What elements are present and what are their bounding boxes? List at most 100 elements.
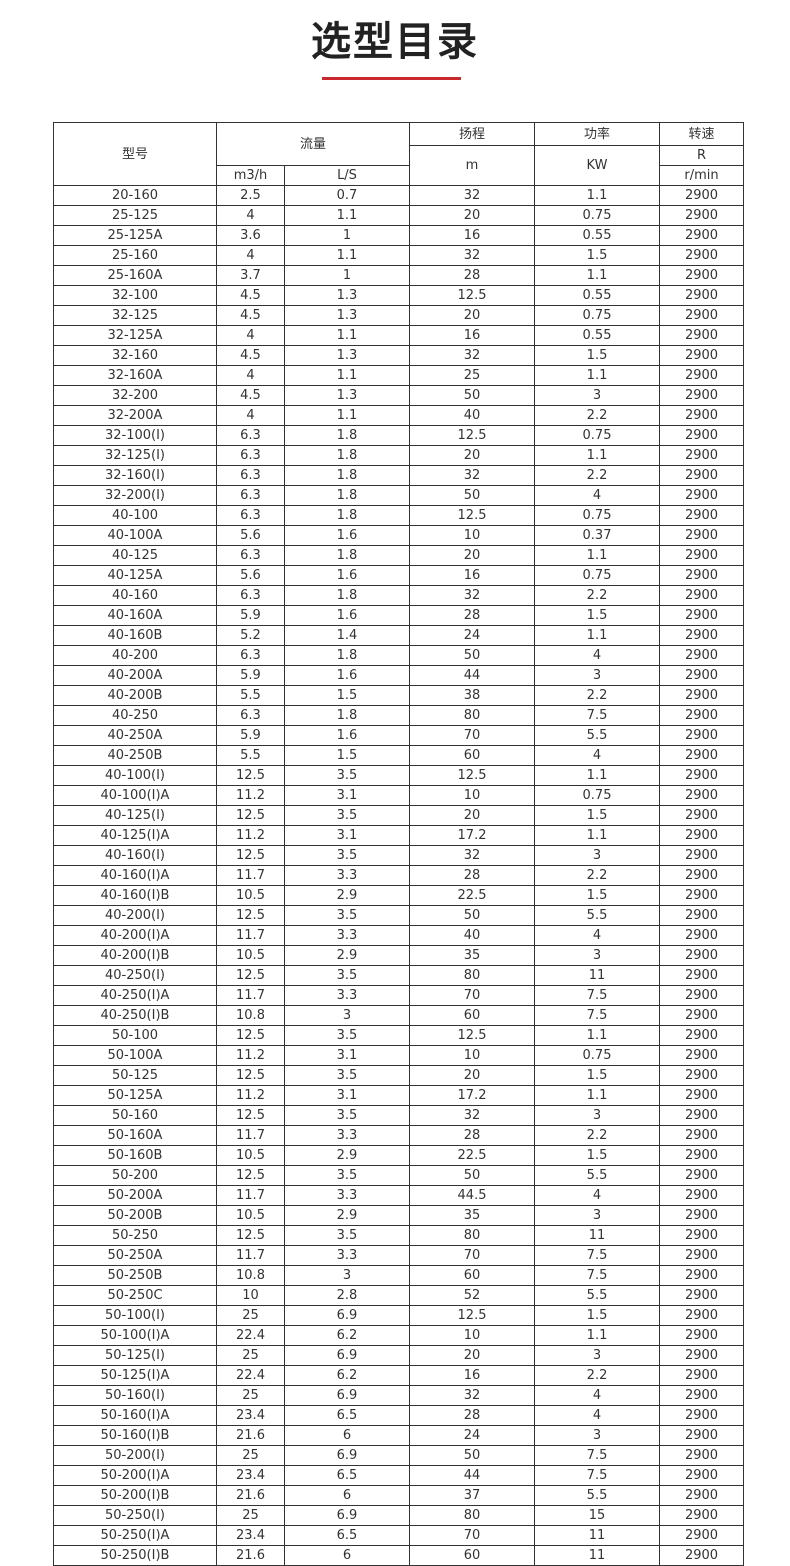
table-cell: 25-160A <box>53 265 217 286</box>
table-cell: 4 <box>216 405 285 426</box>
table-cell: 2900 <box>659 1525 745 1546</box>
table-cell: 12.5 <box>216 1165 285 1186</box>
table-cell: 1.5 <box>534 245 661 266</box>
table-cell: 2900 <box>659 545 745 566</box>
table-cell: 12.5 <box>216 1065 285 1086</box>
table-cell: 4 <box>534 745 661 766</box>
table-cell: 1.8 <box>283 585 411 606</box>
table-cell: 1.3 <box>283 385 411 406</box>
table-cell: 2900 <box>659 1545 745 1566</box>
table-cell: 1.5 <box>534 1305 661 1326</box>
table-cell: 2900 <box>659 265 745 286</box>
table-row: 50-100A 11.2 3.1 10 0.75 2900 <box>53 1045 745 1066</box>
table-row: 40-250B 5.5 1.5 60 4 2900 <box>53 745 745 766</box>
table-cell: 2900 <box>659 965 745 986</box>
table-cell: 2900 <box>659 1245 745 1266</box>
table-cell: 12.5 <box>216 765 285 786</box>
table-row: 50-250 12.5 3.5 80 11 2900 <box>53 1225 745 1246</box>
table-row: 50-160 12.5 3.5 32 3 2900 <box>53 1105 745 1126</box>
table-row: 50-250(I) 25 6.9 80 15 2900 <box>53 1505 745 1526</box>
table-cell: 37 <box>409 1485 536 1506</box>
table-cell: 16 <box>409 565 536 586</box>
table-cell: 10.5 <box>216 1205 285 1226</box>
table-cell: 25-125A <box>53 225 217 246</box>
table-cell: 1.5 <box>534 805 661 826</box>
table-cell: 0.75 <box>534 305 661 326</box>
table-cell: 12.5 <box>409 285 536 306</box>
table-cell: 3 <box>534 1105 661 1126</box>
table-row: 50-100(I)A 22.4 6.2 10 1.1 2900 <box>53 1325 745 1346</box>
table-cell: 2900 <box>659 705 745 726</box>
table-cell: 1 <box>283 225 411 246</box>
table-cell: 10.5 <box>216 945 285 966</box>
table-cell: 2900 <box>659 765 745 786</box>
table-cell: 50-160A <box>53 1125 217 1146</box>
table-cell: 40-160(I)B <box>53 885 217 906</box>
table-cell: 6.3 <box>216 465 285 486</box>
table-cell: 3 <box>283 1005 411 1026</box>
table-cell: 7.5 <box>534 1445 661 1466</box>
table-cell: 25 <box>409 365 536 386</box>
table-cell: 2900 <box>659 345 745 366</box>
table-cell: 20 <box>409 205 536 226</box>
table-cell: 1.1 <box>283 325 411 346</box>
table-cell: 50-250A <box>53 1245 217 1266</box>
table-cell: 50-250(I)A <box>53 1525 217 1546</box>
table-cell: 40-250(I)A <box>53 985 217 1006</box>
table-cell: 2.2 <box>534 1365 661 1386</box>
table-cell: 12.5 <box>216 1025 285 1046</box>
table-cell: 3.3 <box>283 1245 411 1266</box>
table-row: 40-200(I)A 11.7 3.3 40 4 2900 <box>53 925 745 946</box>
table-cell: 20 <box>409 1345 536 1366</box>
table-cell: 50-200A <box>53 1185 217 1206</box>
table-cell: 1.5 <box>534 1065 661 1086</box>
table-cell: 11.7 <box>216 925 285 946</box>
table-cell: 1.4 <box>283 625 411 646</box>
table-cell: 1.6 <box>283 725 411 746</box>
table-cell: 3.5 <box>283 765 411 786</box>
table-cell: 80 <box>409 965 536 986</box>
header-cell: 型号 <box>53 122 217 186</box>
table-row: 40-200(I) 12.5 3.5 50 5.5 2900 <box>53 905 745 926</box>
table-row: 40-100(I) 12.5 3.5 12.5 1.1 2900 <box>53 765 745 786</box>
table-cell: 4 <box>216 245 285 266</box>
table-row: 40-160 6.3 1.8 32 2.2 2900 <box>53 585 745 606</box>
table-cell: 2900 <box>659 1225 745 1246</box>
table-cell: 3 <box>534 945 661 966</box>
table-cell: 2900 <box>659 865 745 886</box>
table-cell: 20 <box>409 445 536 466</box>
table-cell: 50 <box>409 1445 536 1466</box>
table-cell: 6.9 <box>283 1505 411 1526</box>
table-cell: 5.6 <box>216 525 285 546</box>
table-cell: 5.6 <box>216 565 285 586</box>
table-cell: 40-100(I)A <box>53 785 217 806</box>
table-cell: 11.2 <box>216 1045 285 1066</box>
table-cell: 6.2 <box>283 1325 411 1346</box>
table-cell: 4.5 <box>216 385 285 406</box>
table-cell: 2900 <box>659 445 745 466</box>
table-cell: 10.8 <box>216 1265 285 1286</box>
table-cell: 2900 <box>659 505 745 526</box>
table-cell: 32-100 <box>53 285 217 306</box>
table-cell: 25 <box>216 1445 285 1466</box>
table-cell: 2900 <box>659 905 745 926</box>
table-cell: 2900 <box>659 1065 745 1086</box>
table-cell: 40-200(I)B <box>53 945 217 966</box>
table-cell: 6.3 <box>216 505 285 526</box>
table-row: 50-125(I)A 22.4 6.2 16 2.2 2900 <box>53 1365 745 1386</box>
table-cell: 50-200 <box>53 1165 217 1186</box>
table-cell: 1.8 <box>283 505 411 526</box>
table-cell: 32 <box>409 245 536 266</box>
table-cell: 11.7 <box>216 1125 285 1146</box>
table-cell: 2900 <box>659 285 745 306</box>
table-row: 40-250 6.3 1.8 80 7.5 2900 <box>53 705 745 726</box>
table-cell: 2900 <box>659 665 745 686</box>
table-cell: 1.8 <box>283 545 411 566</box>
table-row: 25-160 4 1.1 32 1.5 2900 <box>53 245 745 266</box>
table-cell: 2900 <box>659 585 745 606</box>
table-cell: 10 <box>409 1325 536 1346</box>
table-cell: 2900 <box>659 525 745 546</box>
table-cell: 0.7 <box>283 185 411 206</box>
table-cell: 40-200 <box>53 645 217 666</box>
table-cell: 40-100 <box>53 505 217 526</box>
